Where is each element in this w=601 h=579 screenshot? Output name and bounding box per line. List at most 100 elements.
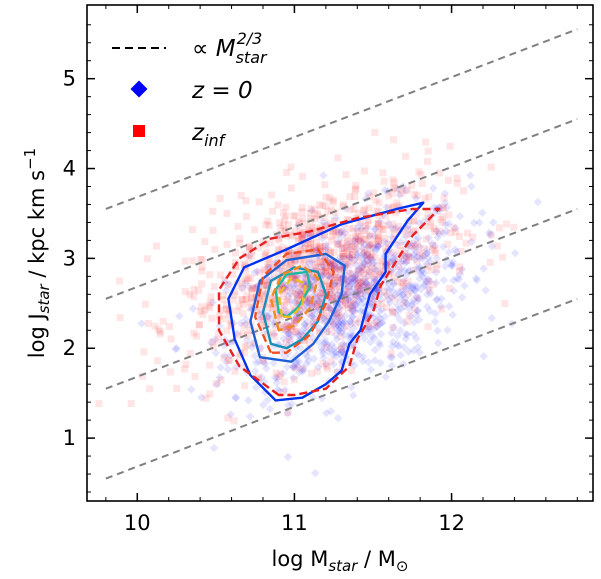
scatter-point-z0: [373, 242, 382, 252]
scatter-point-zinf: [332, 231, 340, 239]
scatter-point-zinf: [373, 318, 381, 326]
scatter-point-zinf: [237, 191, 245, 199]
scatter-point-z0: [314, 323, 324, 333]
scatter-point-zinf: [403, 318, 411, 326]
scatter-point-zinf: [259, 238, 267, 246]
scatter-point-zinf: [280, 216, 288, 224]
scatter-point-z0: [372, 322, 382, 332]
scatter-point-zinf: [400, 279, 408, 287]
scatter-point-zinf: [196, 320, 204, 328]
scatter-point-z0: [337, 318, 347, 328]
scatter-point-z0: [294, 368, 304, 377]
scatter-point-z0: [432, 295, 441, 305]
scatter-point-z0: [242, 335, 252, 345]
scatter-point-zinf: [460, 187, 468, 195]
scatter-point-z0: [334, 318, 343, 328]
scatter-point-zinf: [238, 296, 246, 304]
scatter-point-z0: [374, 241, 384, 250]
scatter-point-z0: [286, 296, 296, 306]
scatter-point-z0: [329, 347, 339, 356]
scatter-point-z0: [398, 256, 408, 266]
scatter-point-z0: [440, 262, 450, 271]
scatter-point-zinf: [231, 367, 239, 375]
scatter-point-z0: [341, 204, 351, 213]
scatter-point-z0: [414, 233, 423, 243]
scatter-point-zinf: [241, 275, 249, 283]
scatter-point-zinf: [327, 259, 335, 267]
scatter-point-z0: [334, 236, 343, 246]
scatter-point-z0: [292, 294, 302, 303]
scatter-point-z0: [321, 359, 331, 369]
scatter-point-zinf: [238, 279, 246, 287]
scatter-point-zinf: [350, 205, 358, 213]
scatter-point-zinf: [323, 362, 331, 370]
scatter-point-z0: [263, 396, 272, 405]
scatter-point-zinf: [300, 220, 308, 228]
scatter-point-z0: [188, 304, 198, 313]
scatter-point-zinf: [270, 264, 278, 272]
scatter-point-z0: [396, 326, 405, 335]
scatter-point-zinf: [326, 262, 334, 270]
scatter-point-z0: [487, 241, 497, 251]
scatter-point-zinf: [248, 294, 256, 302]
scatter-point-zinf: [374, 240, 382, 248]
scatter-point-zinf: [361, 206, 369, 214]
scatter-point-z0: [358, 244, 368, 253]
scatter-point-zinf: [350, 244, 358, 252]
scatter-point-zinf: [302, 274, 310, 282]
scatter-point-z0: [318, 217, 328, 227]
scatter-point-zinf: [501, 299, 509, 307]
scatter-point-zinf: [279, 272, 287, 280]
scatter-point-zinf: [378, 257, 386, 265]
scatter-point-z0: [366, 280, 375, 289]
scatter-point-z0: [467, 182, 476, 191]
scatter-point-zinf: [284, 326, 292, 334]
scatter-point-zinf: [429, 245, 437, 253]
scatter-point-zinf: [391, 185, 399, 193]
scatter-point-zinf: [423, 157, 431, 165]
scatter-point-zinf: [293, 314, 301, 322]
scatter-point-zinf: [324, 304, 332, 312]
scatter-point-zinf: [321, 230, 329, 238]
scatter-point-z0: [330, 279, 340, 288]
scatter-point-zinf: [299, 332, 307, 340]
scatter-point-zinf: [344, 237, 352, 245]
scatter-point-z0: [343, 239, 353, 248]
y-tick-label: 1: [63, 426, 76, 450]
scatter-point-zinf: [242, 212, 250, 220]
scatter-point-zinf: [365, 272, 373, 280]
scatter-point-zinf: [447, 229, 455, 237]
scatter-point-z0: [402, 299, 412, 308]
scatter-point-zinf: [221, 276, 229, 284]
scatter-point-zinf: [276, 285, 284, 293]
x-tick-label: 11: [281, 511, 308, 535]
scatter-point-z0: [247, 342, 257, 352]
scatter-point-zinf: [322, 267, 330, 275]
scatter-point-z0: [465, 171, 475, 180]
scatter-point-z0: [375, 319, 384, 329]
scatter-point-z0: [367, 332, 377, 341]
scatter-point-zinf: [313, 277, 321, 285]
scatter-point-zinf: [352, 185, 360, 193]
scatter-point-zinf: [300, 307, 308, 315]
scatter-point-z0: [349, 272, 359, 282]
scatter-point-z0: [469, 218, 479, 228]
scatter-point-zinf: [283, 323, 291, 331]
scatter-point-zinf: [322, 268, 330, 276]
scatter-point-zinf: [356, 239, 364, 247]
scatter-point-z0: [450, 223, 460, 233]
scatter-point-zinf: [322, 327, 330, 335]
scatter-point-zinf: [269, 304, 277, 312]
scatter-point-z0: [424, 253, 433, 262]
scatter-point-zinf: [349, 224, 357, 232]
scatter-point-z0: [289, 373, 298, 382]
scatter-point-zinf: [247, 303, 255, 311]
scatter-point-zinf: [402, 152, 410, 160]
scatter-point-zinf: [345, 254, 353, 262]
scatter-point-zinf: [294, 291, 302, 299]
scatter-point-zinf: [312, 264, 320, 272]
scatter-point-z0: [329, 261, 338, 270]
scatter-point-zinf: [287, 261, 295, 269]
scatter-point-zinf: [229, 270, 237, 278]
